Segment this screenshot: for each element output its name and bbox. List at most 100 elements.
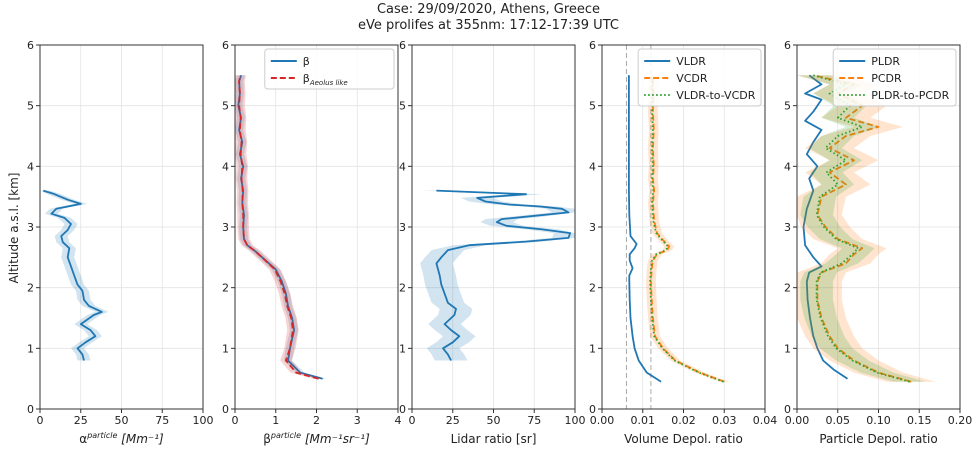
legend-entry: β: [303, 55, 310, 68]
y-tick-label: 1: [784, 342, 791, 355]
y-tick-label: 3: [222, 221, 229, 234]
x-tick-label: 0.15: [907, 414, 932, 427]
y-tick-label: 5: [222, 100, 229, 113]
legend-entry: PLDR: [871, 55, 900, 68]
series-line-series-0: [43, 189, 103, 361]
x-tick-label: 100: [193, 414, 214, 427]
x-axis-label: Lidar ratio [sr]: [451, 432, 537, 446]
series-line-series-0: [435, 189, 571, 361]
legend-box: [637, 48, 762, 107]
x-tick-label: 50: [487, 414, 501, 427]
x-tick-label: 2: [313, 414, 320, 427]
y-tick-label: 0: [27, 403, 34, 416]
y-tick-label: 4: [784, 160, 791, 173]
y-tick-label: 3: [784, 221, 791, 234]
y-tick-label: 2: [222, 282, 229, 295]
legend-entry: VLDR-to-VCDR: [676, 89, 756, 102]
y-axis-label: Altitude a.s.l. [km]: [7, 173, 21, 284]
x-tick-label: 75: [155, 414, 169, 427]
y-tick-label: 4: [589, 160, 596, 173]
uncertainty-band--aeolus-like: [235, 75, 325, 379]
series-line-pldr: [802, 74, 848, 380]
y-tick-label: 2: [784, 282, 791, 295]
y-tick-label: 6: [589, 39, 596, 52]
series-line-pldr-to-pcdr: [813, 74, 910, 383]
uncertainty-band-pcdr: [797, 75, 936, 382]
x-tick-label: 0.00: [785, 414, 810, 427]
uncertainty-band-vcdr: [646, 75, 730, 382]
x-tick-label: 1: [272, 414, 279, 427]
x-axis-label: Volume Depol. ratio: [624, 432, 743, 446]
y-tick-label: 6: [784, 39, 791, 52]
x-tick-label: 0.01: [631, 414, 656, 427]
title-line-2: eVe prolifes at 355nm: 17:12-17:39 UTC: [358, 18, 619, 33]
y-tick-label: 2: [27, 282, 34, 295]
y-tick-label: 6: [399, 39, 406, 52]
panel-lidar_ratio: 0 25 50 75 100 0 1 2 3 4 5 6 Lidar ratio [sr]: [399, 39, 586, 446]
x-tick-label: 75: [527, 414, 541, 427]
y-tick-label: 1: [27, 342, 34, 355]
y-tick-label: 5: [784, 100, 791, 113]
panel-backscatter: 0 1 2 3 4 0 1 2 3 4 5 6 βparticle [Mm⁻¹sr⁻¹] β βAeolus…: [222, 39, 402, 446]
y-tick-label: 5: [589, 100, 596, 113]
y-tick-label: 4: [399, 160, 406, 173]
y-tick-label: 3: [399, 221, 406, 234]
series-line--aeolus-like: [238, 75, 319, 380]
uncertainty-band-series-0: [420, 190, 575, 361]
x-tick-label: 50: [115, 414, 129, 427]
legend-entry: βAeolus like: [303, 72, 348, 87]
y-tick-label: 6: [222, 39, 229, 52]
x-tick-label: 3: [354, 414, 361, 427]
y-tick-label: 0: [222, 403, 229, 416]
panel-volume_depol: 0.00 0.01 0.02 0.03 0.04 0 1 2 3 4 5 6 Volume Depol.…: [589, 39, 777, 446]
y-tick-label: 4: [222, 160, 229, 173]
y-tick-label: 1: [222, 342, 229, 355]
y-tick-label: 0: [589, 403, 596, 416]
legend: PLDR PCDR PLDR-to-PCDR: [832, 48, 957, 107]
x-tick-label: 25: [74, 414, 88, 427]
x-tick-label: 0: [37, 414, 44, 427]
series-line-vcdr: [650, 75, 725, 383]
legend-entry: PLDR-to-PCDR: [871, 89, 949, 102]
series-line-vldr: [628, 75, 662, 383]
y-tick-label: 3: [589, 221, 596, 234]
x-tick-label: 0.20: [948, 414, 973, 427]
x-tick-label: 0.04: [753, 414, 778, 427]
legend-box: [264, 48, 395, 90]
x-tick-label: 0.00: [590, 414, 615, 427]
figure-title: Case: 29/09/2020, Athens, Greece eVe pro…: [0, 2, 977, 34]
y-tick-label: 1: [399, 342, 406, 355]
y-tick-label: 5: [399, 100, 406, 113]
legend-entry: PCDR: [871, 72, 902, 85]
x-tick-label: 0: [232, 414, 239, 427]
x-tick-label: 25: [446, 414, 460, 427]
y-tick-label: 2: [589, 282, 596, 295]
legend-entry: VCDR: [676, 72, 708, 85]
x-axis-label: Particle Depol. ratio: [819, 432, 937, 446]
x-tick-label: 4: [395, 414, 402, 427]
x-tick-label: 0: [409, 414, 416, 427]
x-axis-label: αparticle [Mm⁻¹]: [79, 431, 164, 446]
series-line-pcdr: [813, 74, 912, 383]
x-tick-label: 0.05: [826, 414, 851, 427]
title-line-1: Case: 29/09/2020, Athens, Greece: [376, 2, 601, 17]
legend-box: [832, 48, 957, 107]
legend-entry: VLDR: [676, 55, 706, 68]
x-axis-label: βparticle [Mm⁻¹sr⁻¹]: [263, 431, 370, 446]
panel-extinction: 0 25 50 75 100 0 1 2 3 4 5 6 αparticle [Mm⁻¹]: [27, 39, 214, 446]
x-tick-label: 100: [565, 414, 586, 427]
legend: VLDR VCDR VLDR-to-VCDR: [637, 48, 762, 107]
y-tick-label: 5: [27, 100, 34, 113]
x-tick-label: 0.10: [866, 414, 891, 427]
y-tick-label: 3: [27, 221, 34, 234]
x-tick-label: 0.02: [671, 414, 696, 427]
y-tick-label: 0: [399, 403, 406, 416]
y-tick-label: 6: [27, 39, 34, 52]
y-tick-label: 0: [784, 403, 791, 416]
y-tick-label: 1: [589, 342, 596, 355]
y-tick-label: 2: [399, 282, 406, 295]
panel-particle_depol: 0.00 0.05 0.10 0.15 0.20 0 1 2 3 4 5 6 Particle Depo…: [784, 39, 972, 446]
uncertainty-band-pldr-to-pcdr: [797, 75, 926, 382]
